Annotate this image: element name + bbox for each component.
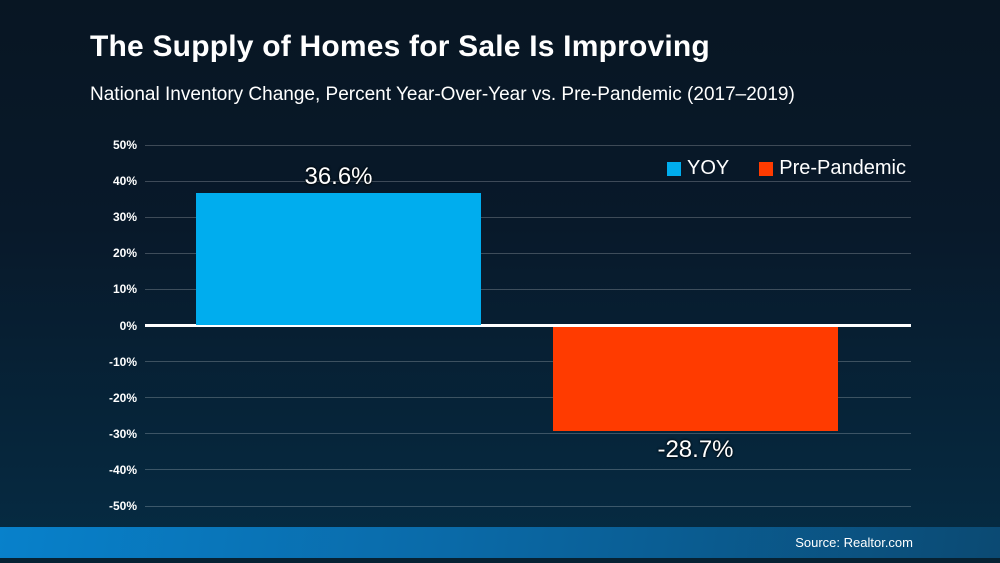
bar-value-label: -28.7% bbox=[657, 436, 734, 464]
y-axis-tick-label: 20% bbox=[112, 246, 137, 261]
bar-yoy bbox=[196, 193, 481, 326]
y-axis-tick-label: 50% bbox=[112, 138, 137, 152]
legend-label-pre-pandemic: Pre-Pandemic bbox=[779, 157, 906, 179]
gridline bbox=[145, 216, 911, 218]
chart-title: The Supply of Homes for Sale Is Improvin… bbox=[90, 30, 710, 63]
legend-swatch-pre-pandemic bbox=[759, 161, 774, 176]
bar-pre-pandemic bbox=[553, 327, 838, 431]
gridline bbox=[145, 469, 911, 471]
source-text: Source: Realtor.com bbox=[795, 535, 913, 550]
y-axis-tick-label: 30% bbox=[112, 210, 137, 225]
gridline bbox=[145, 505, 911, 507]
zero-axis-line bbox=[145, 324, 911, 327]
bar-value-label: 36.6% bbox=[304, 163, 373, 191]
y-axis-tick-label: -20% bbox=[108, 390, 137, 405]
footer-bottom-strip bbox=[0, 558, 1000, 563]
y-axis-tick-label: 40% bbox=[112, 174, 137, 189]
legend-label-yoy: YOY bbox=[687, 157, 730, 179]
gridline bbox=[145, 433, 911, 435]
y-axis-tick-label: 0% bbox=[119, 318, 137, 333]
y-axis-tick-label: -10% bbox=[108, 354, 137, 369]
gridline bbox=[145, 361, 911, 363]
legend-swatch-yoy bbox=[667, 161, 681, 176]
gridline bbox=[145, 288, 911, 290]
chart-subtitle: National Inventory Change, Percent Year-… bbox=[90, 84, 795, 105]
gridline bbox=[145, 252, 911, 254]
y-axis-tick-label: -30% bbox=[108, 426, 137, 441]
y-axis-tick-label: -40% bbox=[108, 462, 137, 477]
footer-bar: Source: Realtor.com bbox=[0, 527, 1000, 558]
gridline bbox=[145, 144, 911, 146]
chart-legend: YOY Pre-Pandemic bbox=[667, 157, 906, 180]
gridline bbox=[145, 397, 911, 399]
y-axis-tick-label: 10% bbox=[112, 282, 137, 297]
gridline bbox=[145, 180, 911, 182]
y-axis-tick-label: -50% bbox=[108, 499, 137, 513]
